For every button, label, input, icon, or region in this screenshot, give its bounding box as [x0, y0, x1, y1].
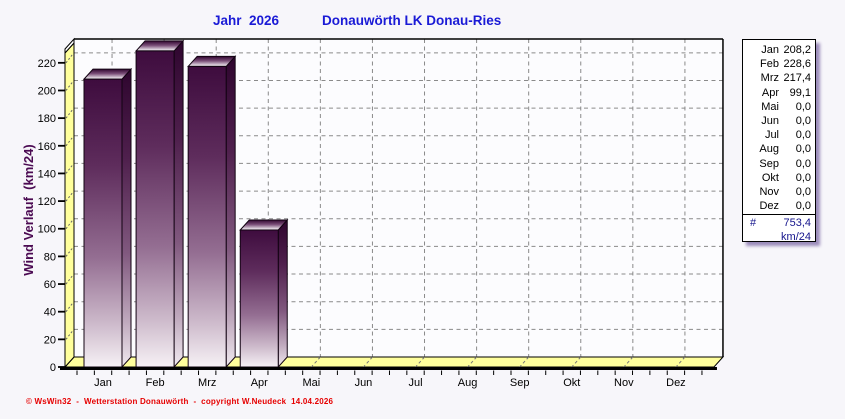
legend-month-label: Aug	[759, 143, 779, 156]
legend-row: Okt 0,0	[743, 171, 815, 185]
legend-row: Jan 208,2	[743, 43, 815, 57]
legend-total-section: # 753,4 km/24	[743, 215, 815, 244]
svg-text:Jun: Jun	[355, 377, 373, 389]
legend-row: Nov 0,0	[743, 185, 815, 199]
legend-row: Mai 0,0	[743, 100, 815, 114]
svg-text:0: 0	[50, 362, 56, 374]
legend-month-value: 0,0	[795, 157, 811, 170]
svg-text:40: 40	[44, 307, 56, 319]
legend-month-value: 99,1	[789, 86, 811, 99]
legend-row: Dez 0,0	[743, 199, 815, 213]
legend-row: Mrz 217,4	[743, 71, 815, 85]
legend-row: Feb 228,6	[743, 57, 815, 71]
legend-month-values: Jan 208,2 Feb 228,6 Mrz 217,4 Apr 99,1 Mai 0,0 Jun…	[743, 40, 815, 213]
legend-unit: km/24	[781, 230, 811, 243]
svg-text:Okt: Okt	[563, 377, 580, 389]
svg-text:200: 200	[38, 85, 56, 97]
legend-month-value: 0,0	[795, 200, 811, 213]
legend-month-label: Dez	[759, 200, 779, 213]
svg-text:Aug: Aug	[458, 377, 478, 389]
chart-title-station: Donauwörth LK Donau-Ries	[322, 13, 502, 28]
legend-row: Sep 0,0	[743, 157, 815, 171]
svg-text:Apr: Apr	[251, 377, 268, 389]
copyright-text: © WsWin32 - Wetterstation Donauwörth - c…	[26, 397, 334, 406]
legend-month-label: Sep	[759, 157, 779, 170]
svg-text:Dez: Dez	[666, 377, 686, 389]
legend-total-value: 753,4	[783, 217, 811, 230]
legend-month-label: Jul	[764, 129, 779, 142]
legend-month-label: Jan	[761, 44, 779, 56]
svg-text:60: 60	[44, 279, 56, 291]
chart-title-year: Jahr 2026	[213, 13, 280, 28]
legend-row: Aug 0,0	[743, 142, 815, 156]
legend-month-value: 0,0	[795, 186, 811, 199]
legend-month-label: Okt	[761, 171, 779, 184]
svg-text:Mai: Mai	[302, 377, 320, 389]
legend-month-value: 228,6	[783, 58, 811, 71]
legend-row: Jul 0,0	[743, 128, 815, 142]
svg-text:Jan: Jan	[94, 377, 112, 389]
svg-text:Nov: Nov	[614, 377, 634, 389]
svg-text:160: 160	[38, 141, 56, 153]
legend-row: Jun 0,0	[743, 114, 815, 128]
svg-text:Jul: Jul	[408, 377, 422, 389]
legend-month-label: Jun	[761, 115, 779, 128]
svg-text:80: 80	[44, 251, 56, 263]
legend-total-label: #	[750, 217, 757, 230]
legend-separator	[743, 214, 815, 216]
legend-month-value: 217,4	[783, 72, 811, 85]
svg-text:Mrz: Mrz	[198, 377, 216, 389]
legend-month-value: 0,0	[795, 171, 811, 184]
legend-month-value: 0,0	[795, 115, 811, 128]
svg-text:100: 100	[38, 224, 56, 236]
legend-month-value: 208,2	[783, 44, 811, 56]
svg-text:140: 140	[38, 168, 56, 180]
legend-month-value: 0,0	[795, 100, 811, 113]
legend-month-label: Mrz	[760, 72, 779, 85]
svg-text:Sep: Sep	[510, 377, 530, 389]
svg-text:180: 180	[38, 113, 56, 125]
legend-month-label: Nov	[759, 186, 779, 199]
legend-month-value: 0,0	[795, 143, 811, 156]
legend-month-label: Apr	[761, 86, 779, 99]
legend-panel: Jan 208,2 Feb 228,6 Mrz 217,4 Apr 99,1 Mai 0,0 Jun…	[742, 39, 816, 244]
svg-text:120: 120	[38, 196, 56, 208]
svg-text:Feb: Feb	[146, 377, 165, 389]
svg-text:20: 20	[44, 334, 56, 346]
legend-month-label: Mai	[761, 100, 779, 113]
legend-month-label: Feb	[760, 58, 779, 71]
y-axis-label: Wind Verlauf (km/24)	[21, 144, 36, 276]
legend-row: Apr 99,1	[743, 86, 815, 100]
svg-text:220: 220	[38, 58, 56, 70]
legend-month-value: 0,0	[795, 129, 811, 142]
